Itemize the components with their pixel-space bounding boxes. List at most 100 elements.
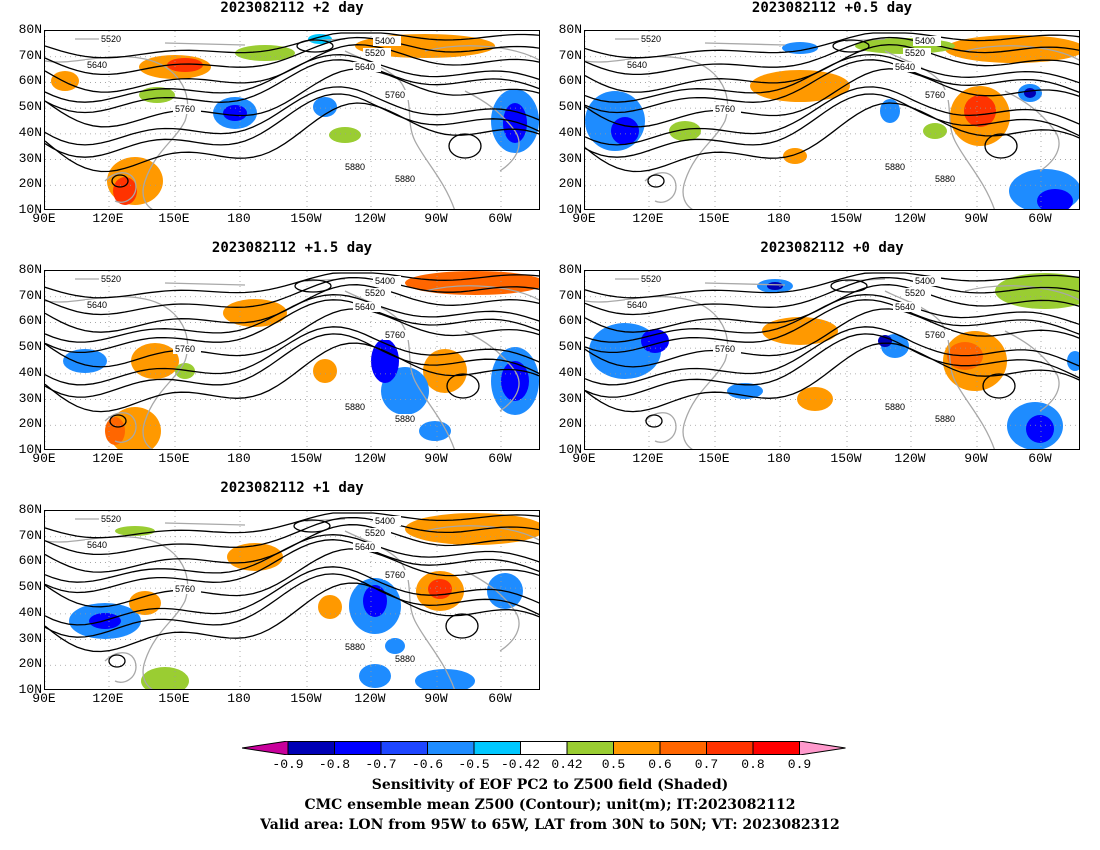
contour-label-bg [913,36,941,46]
contour-label-bg [173,104,201,114]
closed-contour [445,613,479,639]
colorbar-tick-label: -0.7 [365,757,397,772]
contour-line [45,582,539,653]
contour-label: 5880 [935,174,955,184]
contour-label-bg [393,654,421,664]
z500-contours [585,272,1079,428]
contour-line [45,342,539,413]
map-area: 5400 5520 5520 5640 5640 5760 5760 5880 5880 [44,30,540,210]
colorbar-tick-label: -0.5 [458,757,490,772]
colorbar-tick-label: -0.42 [500,757,541,772]
shaded-patch [51,71,79,91]
contour-label: 5400 [375,516,395,526]
shaded-patch [945,35,1079,63]
lat-tick-label: 70N [558,287,582,303]
contour-line [585,102,1079,173]
shaded-patch [762,317,838,345]
lat-tick-label: 50N [558,99,582,115]
shaded-patch [227,543,283,571]
lon-tick-label: 90E [572,211,596,226]
shaded-patch [797,387,833,411]
lat-tick-label: 50N [18,339,42,355]
lat-tick-label: 30N [18,150,42,166]
contour-label-bg [393,174,421,184]
contour-label: 5520 [905,48,925,58]
coastline [1004,330,1060,412]
lon-tick-label: 180 [227,211,251,226]
lon-tick-label: 90E [572,451,596,466]
contour-line [45,333,539,398]
lat-tick-label: 80N [558,262,582,277]
colorbar-segment [752,741,800,755]
lat-tick-label: 80N [558,22,582,37]
lon-tick-label: 150E [158,691,190,706]
shaded-patch [313,359,337,383]
coastline [964,285,1079,301]
closed-contour [984,133,1018,159]
panel-plus-2-day: 2023082112 +2 day 5400 5520 5520 5640 5640 57… [19,0,540,230]
coastline [464,570,520,652]
lat-tick-label: 40N [18,124,42,140]
lat-tick-label: 70N [18,287,42,303]
colorbar-extend-high [799,740,846,756]
contour-label-bg [639,274,667,284]
lat-tick-label: 60N [558,73,582,89]
lat-tick-label: 80N [18,502,42,517]
contour-line [585,68,1079,128]
lon-tick-label: 120E [92,451,124,466]
lat-tick-label: 50N [558,339,582,355]
shaded-patch [175,363,195,379]
lon-tick-label: 150W [290,211,322,226]
contour-label: 5520 [641,274,661,284]
footer-line-2: CMC ensemble mean Z500 (Contour); unit(m… [304,797,796,813]
contour-label-bg [353,542,381,552]
lon-tick-label: 120E [92,211,124,226]
shaded-patch [503,103,527,143]
colorbar-svg [241,740,846,756]
contour-label: 5760 [385,330,405,340]
contour-line [45,276,539,316]
colorbar-tick-label: 0.6 [648,757,672,772]
contour-line [585,333,1079,398]
coastline [964,45,1079,61]
coastline [424,45,539,61]
colorbar-segment [706,741,754,755]
lon-tick-label: 120E [632,211,664,226]
contour-label: 5520 [365,288,385,298]
contour-line [45,32,539,59]
lat-tick-label: 30N [558,390,582,406]
colorbar-segment [287,741,335,755]
contour-label: 5760 [385,570,405,580]
contour-label: 5640 [627,60,647,70]
lon-tick-label: 150E [698,451,730,466]
z500-contours [45,512,539,668]
lon-tick-label: 90W [964,211,988,226]
contour-line [45,539,539,594]
contour-line [45,294,539,343]
colorbar-segment [427,741,475,755]
colorbar-segment [659,741,707,755]
colorbar [241,740,858,756]
contour-line [585,294,1079,343]
contour-line [585,308,1079,368]
contour-label: 5880 [395,414,415,424]
lon-tick-label: 150W [290,451,322,466]
contour-label: 5400 [375,276,395,286]
panel-plus-0-day: 2023082112 +0 day 5400 5520 5520 5640 5640 57… [559,240,1080,470]
colorbar-segment [613,741,661,755]
contour-label-bg [363,288,391,298]
shaded-patch [223,105,247,121]
closed-contour [296,39,334,53]
lon-tick-label: 150E [158,211,190,226]
contour-line [585,326,1079,386]
contour-label-bg [343,402,371,412]
colorbar-tick-label: 0.7 [694,757,719,772]
map-svg: 5400 5520 5520 5640 5640 5760 5760 5880 5880 [45,511,539,689]
shaded-patch [1024,88,1036,98]
contour-line [585,272,1079,299]
contour-label-bg [373,276,401,286]
panel-title: 2023082112 +1 day [220,480,364,496]
closed-contour [108,654,126,668]
shaded-patch [727,383,763,399]
shaded-patch [641,329,669,353]
